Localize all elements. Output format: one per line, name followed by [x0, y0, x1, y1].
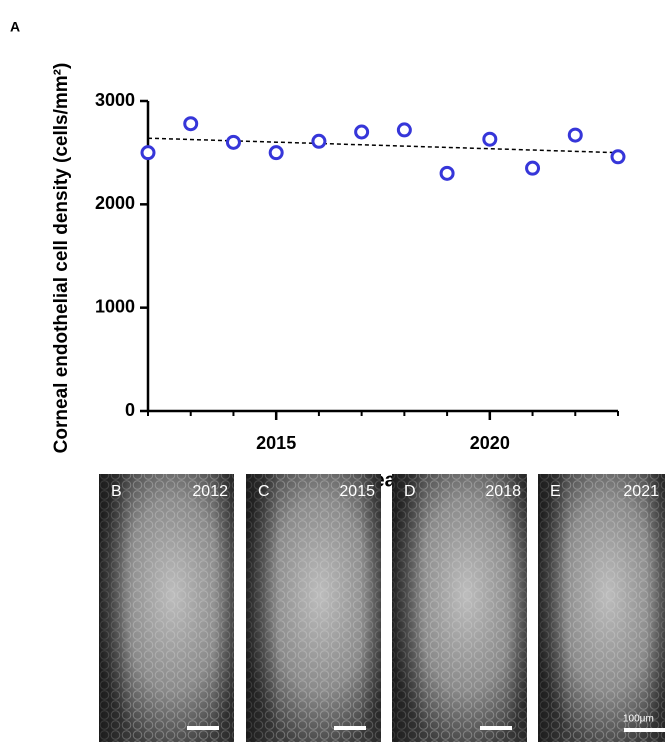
panel-label: A: [10, 19, 20, 35]
scale-bar-label: 100μm: [623, 714, 654, 725]
data-point: [268, 145, 284, 161]
data-point: [225, 134, 241, 150]
y-axis-label: Corneal endothelial cell density (cells/…: [51, 63, 72, 454]
image-year: 2021: [623, 483, 659, 500]
data-point: [610, 149, 626, 165]
data-point: [183, 116, 199, 132]
image-label: E: [550, 483, 561, 500]
data-point: [354, 124, 370, 140]
data-point: [396, 122, 412, 138]
image-year: 2018: [485, 483, 521, 500]
data-point: [311, 133, 327, 149]
y-tick-label: 3000: [95, 90, 135, 110]
image-label: D: [404, 483, 416, 500]
y-tick-label: 0: [125, 400, 135, 420]
data-point: [482, 131, 498, 147]
image-shade: [392, 474, 527, 742]
image-year: 2015: [339, 483, 375, 500]
x-tick-label: 2020: [470, 433, 510, 453]
image-year: 2012: [192, 483, 228, 500]
data-point: [140, 145, 156, 161]
data-point: [439, 165, 455, 181]
image-shade: [538, 474, 665, 742]
scale-bar: [480, 726, 512, 730]
image-label: C: [258, 483, 270, 500]
scale-bar: [624, 728, 665, 732]
trend-line: [147, 137, 619, 154]
scale-bar: [187, 726, 219, 730]
data-point: [525, 160, 541, 176]
y-tick-label: 2000: [95, 193, 135, 213]
x-tick-label: 2015: [256, 433, 296, 453]
data-point: [567, 127, 583, 143]
image-shade: [246, 474, 381, 742]
scale-bar: [334, 726, 366, 730]
y-tick-label: 1000: [95, 296, 135, 316]
image-shade: [99, 474, 234, 742]
image-label: B: [111, 483, 122, 500]
